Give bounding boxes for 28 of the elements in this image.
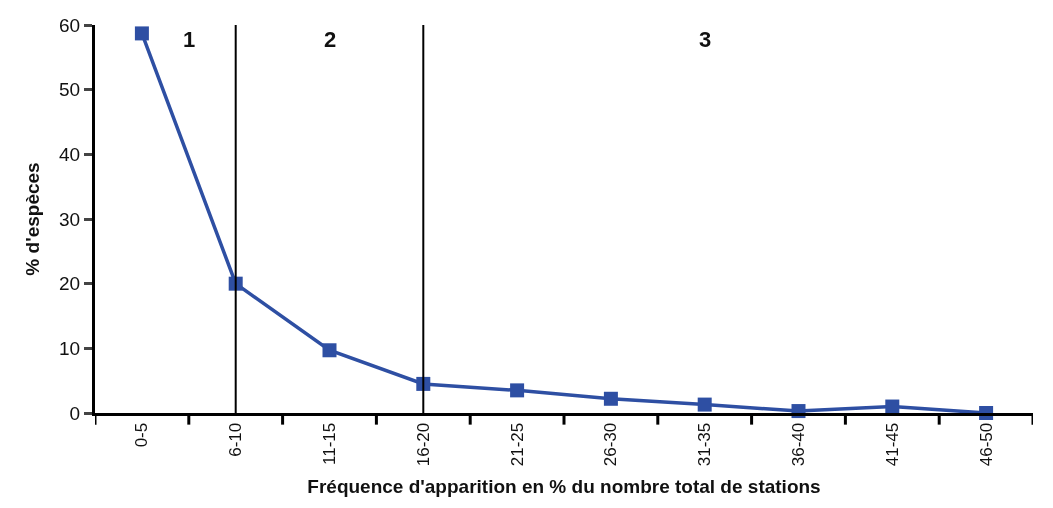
x-tick-label: 11-15	[320, 422, 340, 466]
x-axis-title: Fréquence d'apparition en % du nombre total de stations	[307, 476, 821, 498]
x-tick-label: 0-5	[132, 422, 152, 448]
annotation: 1	[183, 27, 196, 52]
y-tick-label: 50	[59, 79, 81, 101]
x-tick-label: 16-20	[413, 422, 433, 467]
annotation: 2	[324, 27, 337, 52]
x-tick-label: 31-35	[695, 422, 715, 467]
point	[885, 399, 900, 414]
y-axis-title: % d'espèces	[21, 162, 43, 276]
y-tick-label: 20	[59, 273, 81, 295]
y-tick-label: 30	[59, 208, 81, 230]
x-tick-label: 36-40	[789, 422, 809, 467]
point	[134, 26, 149, 41]
x-tick-label: 6-10	[226, 422, 246, 457]
x-tick-label: 21-25	[507, 422, 527, 467]
y-tick-label: 60	[59, 14, 81, 36]
x-tick-label: 41-45	[882, 422, 902, 467]
point	[603, 391, 618, 406]
point	[322, 343, 337, 358]
x-tick-label: 26-30	[601, 422, 621, 467]
y-tick-label: 0	[69, 402, 81, 424]
y-tick-label: 10	[59, 337, 81, 359]
point	[510, 383, 525, 398]
y-tick-label: 40	[59, 143, 81, 165]
x-tick-label: 46-50	[976, 422, 996, 467]
point	[697, 397, 712, 412]
annotation: 3	[699, 27, 712, 52]
